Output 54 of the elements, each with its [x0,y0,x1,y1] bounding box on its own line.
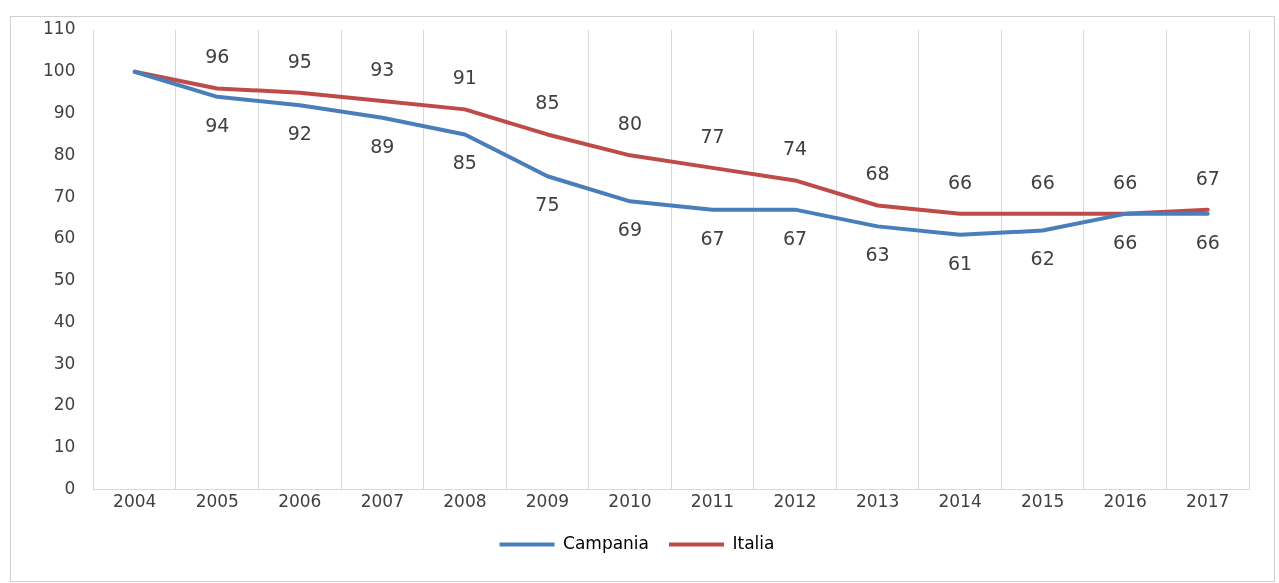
data-label: 67 [782,226,808,249]
x-tick-label: 2007 [360,491,404,512]
data-label: 61 [948,251,973,274]
data-label: 74 [782,137,808,160]
data-label: 77 [700,124,725,147]
data-label: 66 [1030,170,1055,193]
x-tick-label: 2010 [608,491,652,512]
data-label: 66 [1113,230,1138,253]
y-tick-label: 90 [53,101,76,122]
x-tick-label: 2012 [773,491,817,512]
x-tick-label: 2011 [690,491,735,512]
data-label: 91 [452,66,477,89]
data-label: 69 [617,218,643,241]
x-tick-label: 2006 [278,491,322,512]
data-label: 95 [287,49,312,72]
data-label: 67 [1195,166,1220,189]
data-label: 62 [1030,247,1055,270]
data-label: 68 [865,162,890,185]
data-label: 93 [370,57,395,80]
y-tick-label: 50 [53,269,76,290]
x-tick-label: 2013 [855,491,900,512]
y-tick-label: 100 [42,60,76,81]
y-tick-label: 60 [53,227,76,248]
data-label: 63 [865,243,890,266]
data-label: 89 [370,134,395,157]
x-tick-label: 2004 [113,491,157,512]
x-tick-label: 2017 [1186,491,1230,512]
y-tick-label: 70 [53,185,76,206]
data-label: 94 [205,113,230,136]
data-label: 67 [700,226,725,249]
x-tick-label: 2016 [1103,491,1147,512]
data-label: 75 [535,193,560,216]
x-tick-label: 2014 [938,491,982,512]
y-tick-label: 110 [42,18,76,39]
data-label: 66 [1113,170,1138,193]
x-tick-label: 2005 [195,491,239,512]
y-tick-label: 0 [64,478,76,499]
x-tick-label: 2009 [525,491,570,512]
legend-label: Campania [563,532,650,553]
data-label: 80 [617,112,643,135]
data-label: 96 [205,45,230,68]
data-label: 66 [1195,230,1220,253]
x-tick-label: 2015 [1021,491,1065,512]
y-tick-label: 30 [53,352,76,373]
x-tick-label: 2008 [443,491,487,512]
data-label: 92 [287,122,312,145]
y-tick-label: 10 [53,436,76,457]
y-tick-label: 80 [53,143,76,164]
y-tick-label: 40 [53,310,76,331]
y-tick-label: 20 [53,394,76,415]
data-label: 85 [452,151,477,174]
data-label: 66 [948,170,973,193]
data-label: 85 [535,91,560,114]
legend-label: Italia [732,532,775,553]
